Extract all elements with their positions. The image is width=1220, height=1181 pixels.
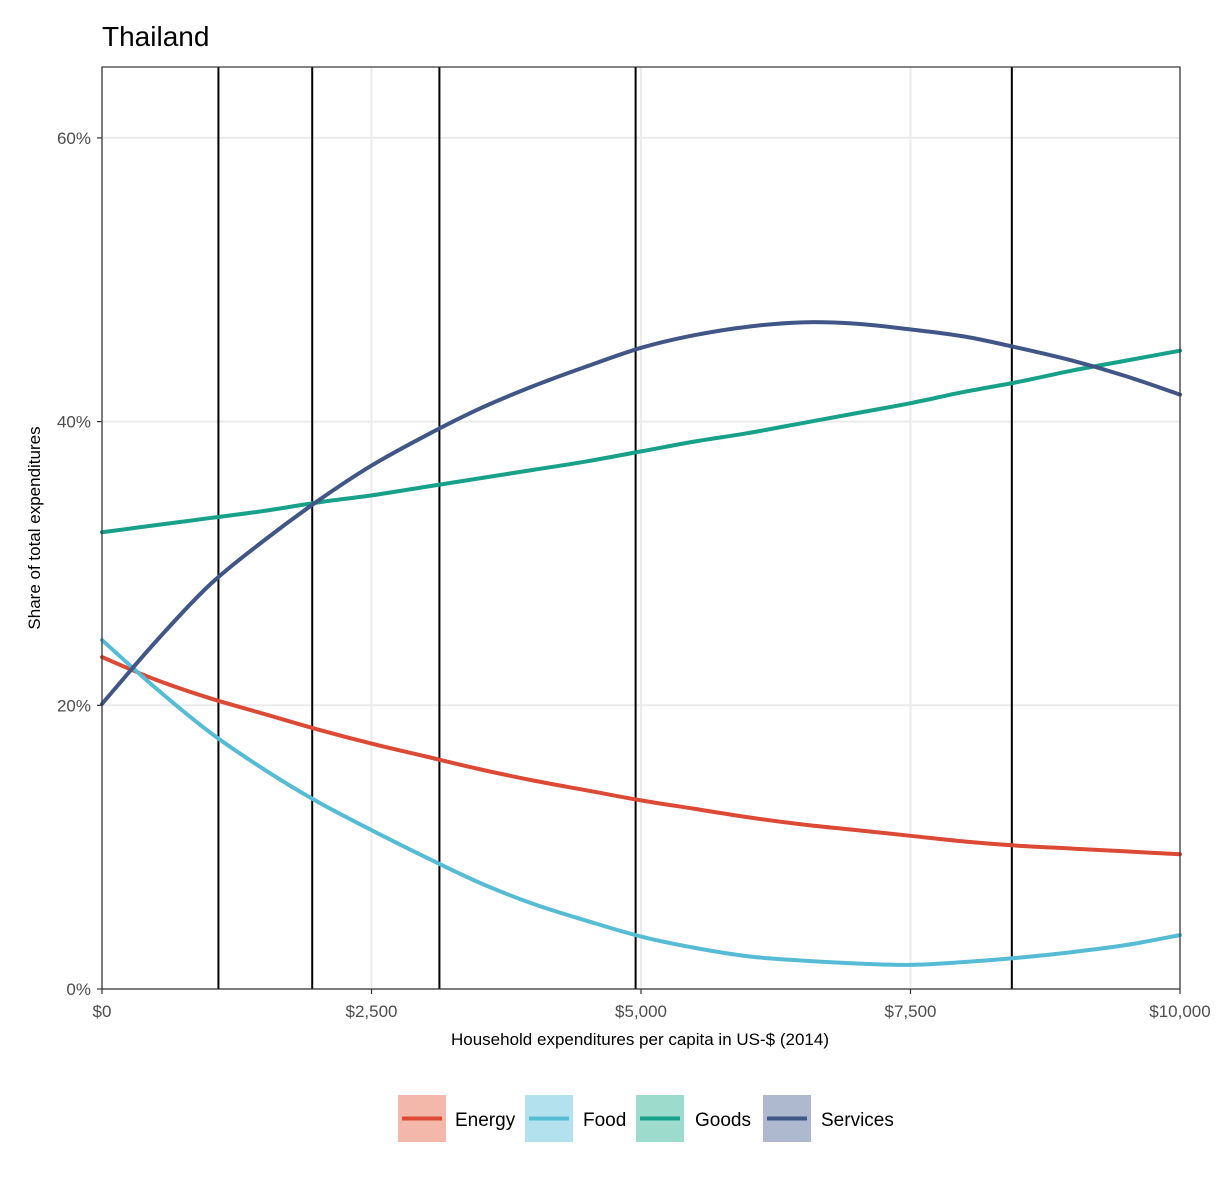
legend-item-energy: Energy	[398, 1095, 516, 1142]
y-tick-label: 60%	[57, 129, 91, 148]
x-tick-label: $10,000	[1149, 1002, 1210, 1021]
legend-label: Services	[821, 1110, 894, 1131]
x-tick-label: $7,500	[885, 1002, 937, 1021]
y-tick-label: 0%	[66, 980, 91, 999]
y-axis-label: Share of total expenditures	[25, 426, 44, 629]
vertical-markers	[217, 67, 1013, 989]
legend-label: Goods	[695, 1110, 751, 1131]
x-tick-label: $2,500	[346, 1002, 398, 1021]
y-tick-label: 40%	[57, 413, 91, 432]
series-line-goods	[100, 348, 1182, 535]
legend-label: Energy	[455, 1110, 516, 1131]
x-tick-label: $5,000	[615, 1002, 667, 1021]
series-lines	[100, 320, 1182, 967]
x-axis-label: Household expenditures per capita in US-…	[451, 1030, 829, 1049]
chart-title: Thailand	[102, 21, 209, 52]
legend: Energy Food Goods Services	[398, 1095, 894, 1142]
y-axis-ticks: 0% 20% 40% 60%	[57, 129, 102, 999]
y-tick-label: 20%	[57, 696, 91, 715]
legend-item-services: Services	[763, 1095, 894, 1142]
legend-label: Food	[583, 1110, 626, 1131]
series-line-energy	[100, 655, 1182, 857]
series-line-services	[100, 320, 1182, 706]
legend-item-goods: Goods	[636, 1095, 751, 1142]
x-axis-ticks: $0 $2,500 $5,000 $7,500 $10,000	[93, 989, 1211, 1021]
series-line-food	[100, 638, 1182, 967]
legend-item-food: Food	[525, 1095, 626, 1142]
x-tick-label: $0	[93, 1002, 112, 1021]
gridlines	[101, 67, 1181, 990]
